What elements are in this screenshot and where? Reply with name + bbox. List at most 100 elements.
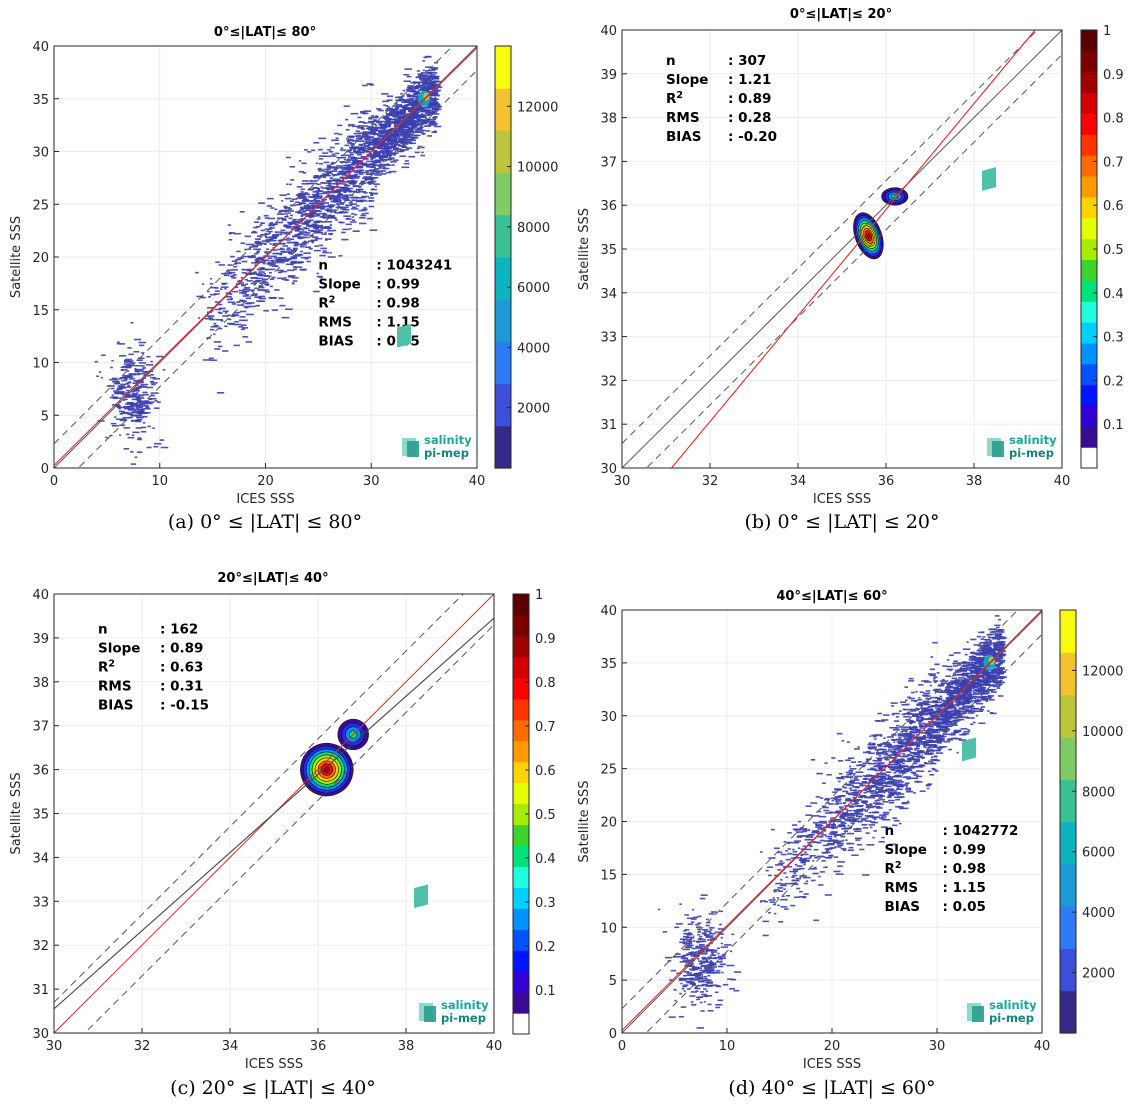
data-point	[419, 77, 428, 79]
data-point	[875, 751, 883, 754]
data-point	[412, 101, 416, 104]
data-point	[343, 105, 350, 107]
data-point	[317, 205, 326, 208]
data-point	[299, 268, 307, 271]
data-point	[372, 155, 378, 157]
data-point	[988, 650, 992, 652]
data-point	[132, 431, 140, 434]
data-point	[108, 385, 115, 387]
data-point	[233, 286, 239, 289]
data-point	[346, 217, 350, 220]
data-point	[999, 643, 1003, 645]
data-point	[880, 782, 889, 785]
data-point	[718, 965, 724, 968]
data-point	[881, 836, 885, 839]
data-point	[994, 634, 999, 637]
data-point	[846, 842, 851, 845]
data-point	[227, 301, 236, 304]
data-point	[330, 211, 336, 213]
data-point	[918, 696, 921, 699]
data-point	[322, 191, 328, 193]
logo-icon	[982, 167, 996, 191]
data-point	[911, 756, 914, 759]
colorbar-segment	[495, 172, 511, 216]
data-point	[284, 197, 292, 200]
data-point	[341, 231, 346, 234]
data-point	[348, 164, 355, 166]
data-point	[897, 783, 903, 786]
data-point	[698, 967, 702, 970]
x-tick-label: 40	[469, 474, 486, 489]
data-point	[398, 150, 404, 153]
data-point	[962, 648, 971, 650]
data-point	[997, 631, 1005, 633]
data-point	[269, 227, 275, 229]
data-point	[370, 139, 377, 141]
contour-level	[866, 232, 871, 239]
data-point	[313, 249, 321, 252]
data-point	[846, 741, 850, 743]
data-point	[411, 99, 417, 102]
data-point	[868, 811, 871, 814]
data-point	[374, 164, 383, 167]
data-point	[812, 830, 819, 832]
data-point	[130, 411, 134, 414]
data-point	[976, 670, 983, 672]
data-point	[836, 840, 843, 843]
data-point	[256, 243, 263, 246]
data-point	[138, 362, 147, 364]
data-point	[918, 741, 923, 743]
data-point	[702, 957, 711, 960]
data-point	[913, 774, 919, 776]
data-point	[271, 263, 276, 266]
data-point	[393, 131, 399, 133]
data-point	[699, 897, 706, 900]
data-point	[996, 666, 1005, 669]
data-point	[156, 355, 164, 358]
data-point	[821, 860, 826, 862]
data-point	[140, 430, 147, 433]
data-point	[696, 928, 701, 931]
colorbar-tick-label: 1	[535, 588, 543, 603]
data-point	[773, 889, 780, 891]
data-point	[695, 951, 703, 953]
data-point	[293, 244, 299, 247]
data-point	[851, 854, 859, 857]
y-tick-label: 35	[32, 93, 49, 108]
data-point	[407, 124, 413, 126]
logo-icon	[414, 884, 428, 909]
data-point	[215, 303, 223, 306]
data-point	[937, 742, 943, 744]
data-point	[412, 131, 419, 134]
data-point	[433, 108, 437, 111]
data-point	[246, 302, 255, 304]
data-point	[197, 317, 201, 319]
logo-icon	[424, 1006, 436, 1022]
data-point	[340, 208, 347, 210]
data-point	[962, 710, 968, 713]
data-point	[405, 141, 413, 144]
data-point	[377, 109, 384, 112]
data-point	[907, 696, 911, 699]
data-point	[350, 208, 359, 210]
data-point	[933, 676, 938, 679]
colorbar-segment	[513, 992, 529, 1014]
data-point	[702, 938, 706, 941]
data-point	[315, 220, 321, 223]
data-point	[875, 794, 883, 796]
data-point	[845, 811, 849, 813]
data-point	[431, 67, 439, 69]
y-tick-label: 33	[32, 895, 49, 910]
data-point	[926, 787, 930, 790]
data-point	[330, 170, 338, 172]
data-point	[956, 679, 965, 681]
data-point	[433, 116, 438, 118]
data-point	[335, 189, 339, 191]
data-point	[925, 690, 931, 692]
data-point	[410, 139, 416, 142]
data-point	[410, 113, 415, 116]
data-point	[713, 966, 717, 968]
data-point	[990, 674, 996, 677]
data-point	[781, 883, 787, 885]
colorbar-tick-label: 0.5	[1103, 243, 1124, 258]
